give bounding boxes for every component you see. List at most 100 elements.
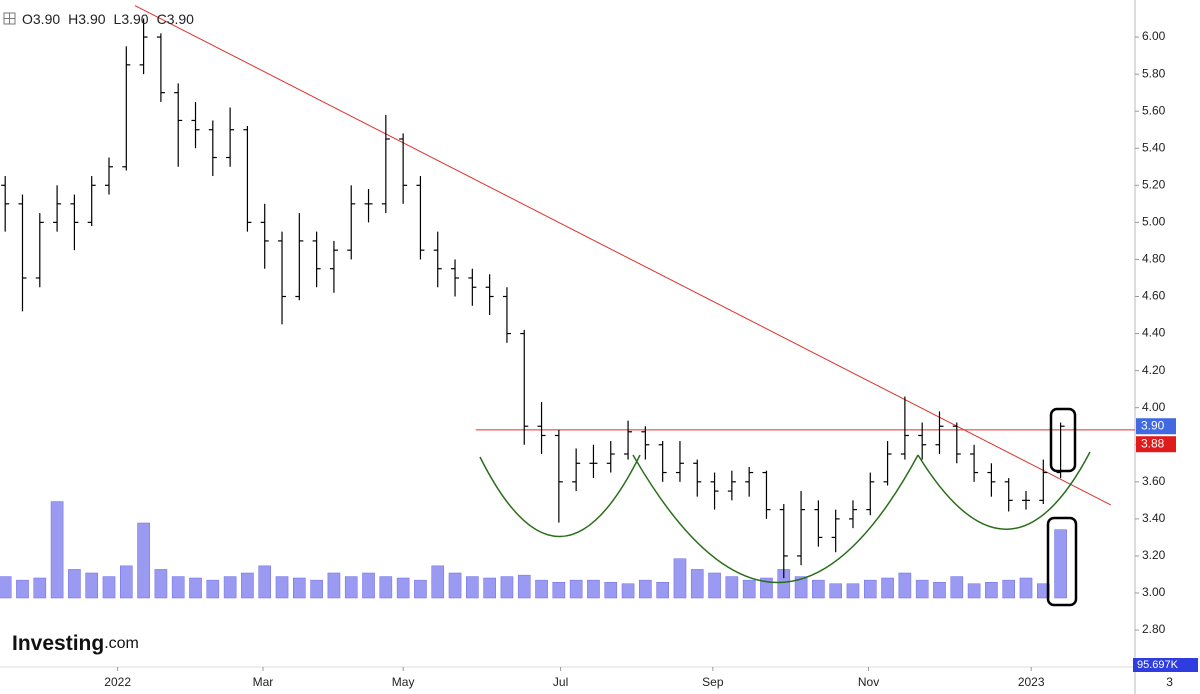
volume-label: 95.697K: [1137, 659, 1179, 671]
volume-bar: [137, 522, 150, 599]
price-label-box: [1136, 418, 1176, 435]
volume-bar: [448, 572, 462, 599]
volume-bar: [656, 582, 669, 599]
volume-bar: [68, 569, 81, 599]
volume-bar: [189, 577, 202, 599]
volume-bar: [708, 572, 721, 599]
y-tick-label: 4.00: [1142, 400, 1166, 414]
ohlc-header: O3.90 H3.90 L3.90 C3.90: [22, 11, 194, 27]
volume-bar: [119, 565, 133, 599]
price-label: 3.90: [1141, 418, 1165, 432]
arc: [479, 454, 641, 538]
volume-bar: [812, 579, 825, 599]
x-tick-label: 2022: [104, 675, 131, 689]
volume-bar: [293, 577, 306, 599]
volume-bar: [604, 582, 618, 599]
volume-bar: [725, 576, 739, 599]
volume-bar: [241, 572, 254, 599]
arc: [632, 454, 919, 584]
plot: [0, 5, 1135, 599]
volume-bar: [846, 583, 860, 599]
volume-bar: [587, 579, 600, 599]
volume-bar: [379, 576, 393, 599]
price-label-box: [1136, 436, 1176, 453]
volume-bar: [500, 576, 514, 599]
volume-bar: [1019, 577, 1033, 599]
volume-bar: [258, 565, 272, 599]
header-name: C: [157, 11, 167, 27]
volume-bar: [85, 572, 99, 599]
volume-bar: [344, 576, 358, 599]
header: O3.90 H3.90 L3.90 C3.90: [3, 11, 194, 27]
highlight-box: [1049, 407, 1077, 473]
volume-bar: [16, 579, 29, 599]
y-tick-label: 4.40: [1142, 326, 1166, 340]
volume-bar: [829, 583, 842, 599]
y-tick-label: 6.00: [1142, 29, 1166, 43]
logo-name: Investing: [12, 632, 104, 655]
volume-bar: [794, 576, 808, 599]
volume-bar: [466, 576, 479, 599]
y-tick-label: 5.20: [1142, 177, 1166, 191]
x-tick-label: Nov: [858, 675, 879, 689]
volume-bar: [171, 576, 185, 599]
volume-bar: [310, 579, 323, 599]
x-tick-label: 3: [1166, 675, 1173, 689]
volume-bar: [1036, 583, 1050, 599]
y-tick-label: 5.40: [1142, 140, 1166, 154]
arc: [917, 451, 1091, 530]
volume-bar: [483, 577, 496, 599]
volume-bar: [33, 577, 47, 599]
x-tick-label: Sep: [702, 675, 724, 689]
y-tick-label: 3.20: [1142, 548, 1166, 562]
volume-bar: [915, 579, 929, 599]
volume-bar: [690, 569, 704, 599]
header-name: L: [114, 11, 122, 27]
y-tick-label: 5.00: [1142, 215, 1166, 229]
x-tick-label: May: [392, 675, 415, 689]
x-tick-label: 2023: [1018, 675, 1045, 689]
volume-bar: [431, 565, 445, 599]
y-tick-label: 2.80: [1142, 622, 1166, 636]
volume-bar: [223, 576, 237, 599]
volume-bar: [362, 572, 375, 599]
volume-bar: [569, 579, 583, 599]
volume-bar: [863, 579, 877, 599]
y-tick-label: 3.60: [1142, 474, 1166, 488]
highlight-box: [1046, 516, 1078, 607]
volume-bar: [742, 579, 756, 599]
volume-bar: [1002, 579, 1016, 599]
x-tick-label: Jul: [553, 675, 568, 689]
y-tick-label: 4.80: [1142, 252, 1166, 266]
volume-bar: [621, 583, 635, 599]
volume-bar: [673, 558, 687, 599]
volume-bar: [327, 572, 341, 599]
pattern-drawings: [479, 407, 1091, 607]
volume-bar: [102, 576, 116, 599]
volume-bar: [50, 501, 64, 599]
header-name: O: [22, 11, 33, 27]
trend-line: [134, 5, 1112, 506]
volume-bar: [985, 582, 998, 599]
logo: Investing.com: [12, 632, 139, 655]
volume-bar: [206, 579, 220, 599]
header-value: 3.90: [167, 11, 194, 27]
volume-bar: [967, 583, 981, 599]
y-tick-label: 5.80: [1142, 66, 1166, 80]
volume-bar: [0, 576, 12, 599]
header-name: H: [68, 11, 78, 27]
volume-bar: [639, 579, 652, 599]
y-tick-label: 5.60: [1142, 103, 1166, 117]
y-tick-label: 4.60: [1142, 289, 1166, 303]
header-value: 3.90: [33, 11, 60, 27]
y-tick-label: 3.00: [1142, 585, 1166, 599]
volume-bar: [414, 579, 427, 599]
volume-bar: [517, 574, 531, 599]
y-tick-label: 3.40: [1142, 511, 1166, 525]
volume-bar: [535, 579, 548, 599]
volume-bar: [933, 582, 946, 599]
volume-bar: [154, 569, 168, 599]
volume-bar: [760, 577, 773, 599]
header-value: 3.90: [78, 11, 105, 27]
